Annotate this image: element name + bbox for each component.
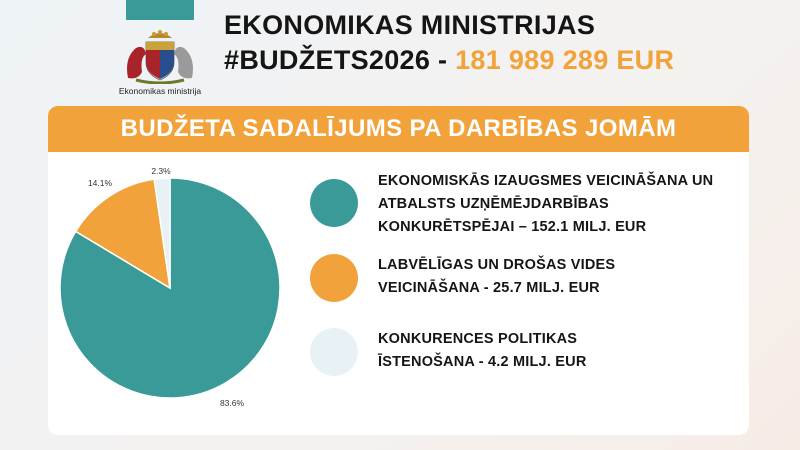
legend-dot-light: [310, 328, 358, 376]
legend-text-economic-growth: EKONOMISKĀS IZAUGSMES VEICINĀŠANA UN ATB…: [378, 170, 713, 239]
slice-label: 2.3%: [151, 166, 171, 176]
slice-label: 14.1%: [88, 178, 113, 188]
section-banner: BUDŽETA SADALĪJUMS PA DARBĪBAS JOMĀM: [48, 106, 749, 152]
pie-slice: [74, 178, 171, 290]
top-accent-bar: [126, 0, 194, 20]
ministry-title: EKONOMIKAS MINISTRIJAS: [224, 10, 596, 40]
slice-label: 83.6%: [220, 398, 245, 408]
legend-text-safe-environment: LABVĒLĪGAS UN DROŠAS VIDES VEICINĀŠANA -…: [378, 254, 615, 300]
legend-line: ATBALSTS UZŅĒMĒJDARBĪBAS: [378, 196, 609, 212]
legend-text-competition-policy: KONKURENCES POLITIKAS ĪSTENOŠANA - 4.2 M…: [378, 328, 587, 374]
logo-caption: Ekonomikas ministrija: [118, 86, 202, 96]
budget-amount: 181 989 289 EUR: [455, 45, 675, 75]
legend-line: KONKURENCES POLITIKAS: [378, 331, 578, 347]
budget-hashtag: #BUDŽETS2026 -: [224, 45, 448, 75]
legend-line: VEICINĀŠANA - 25.7 MILJ. EUR: [378, 280, 600, 296]
pie-slice: [153, 177, 171, 289]
coat-of-arms-logo: [127, 30, 193, 84]
legend-line: KONKURĒTSPĒJAI – 152.1 MILJ. EUR: [378, 219, 647, 235]
legend-dot-teal: [310, 179, 358, 227]
legend-line: EKONOMISKĀS IZAUGSMES VEICINĀŠANA UN: [378, 173, 714, 189]
legend-dot-orange: [310, 254, 358, 302]
budget-title: #BUDŽETS2026 - 181 989 289 EUR: [224, 45, 674, 76]
legend-line: ĪSTENOŠANA - 4.2 MILJ. EUR: [378, 354, 587, 370]
legend-line: LABVĒLĪGAS UN DROŠAS VIDES: [378, 257, 616, 273]
